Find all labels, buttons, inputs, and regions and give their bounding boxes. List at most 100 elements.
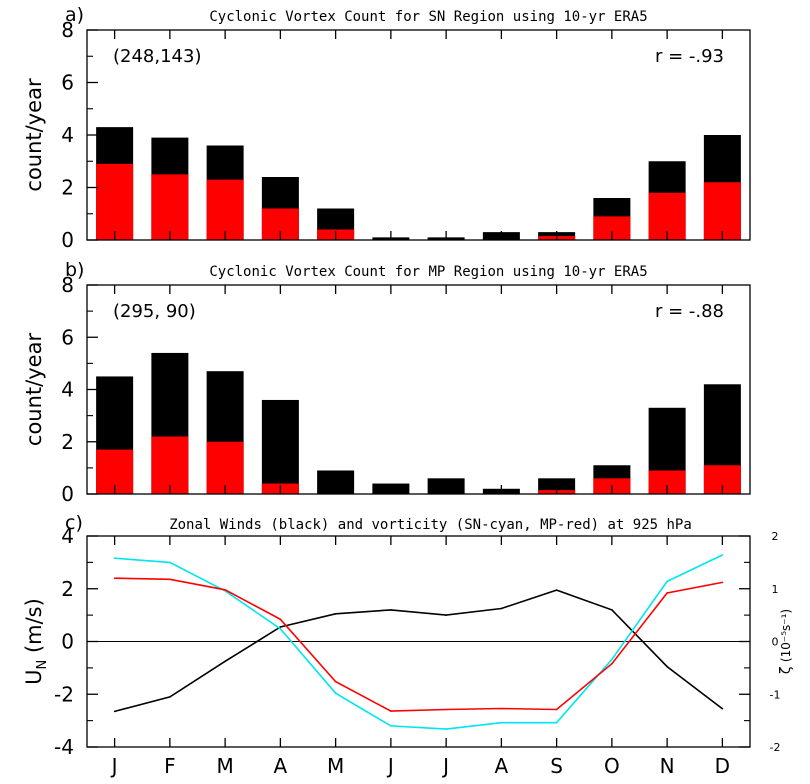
panel-b-y-tick-label: 2	[61, 430, 74, 454]
panel-b-bar-subset	[151, 436, 189, 494]
panel-c-y-tick-label: 2	[61, 577, 74, 601]
panel-c-y-axis-label-sub: N	[35, 660, 50, 670]
panel-c-y2-axis-label: ζ (10⁻⁵s⁻¹)	[778, 609, 794, 674]
panel-a-bar-subset	[151, 174, 189, 240]
panel-c-point-sn-vorticity	[500, 721, 503, 724]
panel-c-point-sn-vorticity	[334, 692, 337, 694]
panel-c-y2-axis-label-symbol: ζ	[778, 662, 794, 674]
panel-a-y-tick-label: 6	[61, 71, 74, 95]
panel-c-point-sn-vorticity	[611, 658, 613, 661]
panel-c-point-mp-vorticity	[169, 578, 171, 581]
panel-c-zonal-winds-vorticity: -4 -2 0 2 4 -2 -1 0 1 2 J F M A M J J A S O N Dc) Zonal Winds …	[22, 512, 794, 778]
panel-c-point-zonal-winds	[666, 665, 668, 668]
panel-c-point-zonal-winds	[279, 626, 282, 628]
panel-c-series-mp-vorticity	[114, 577, 723, 712]
panel-a-y-tick-label: 8	[61, 18, 74, 42]
panel-c-point-mp-vorticity	[113, 577, 116, 579]
panel-b-count-annotation: (295, 90)	[113, 301, 196, 322]
panel-c-point-sn-vorticity	[390, 725, 392, 727]
panel-c-y2-tick-label: -1	[770, 688, 781, 701]
panel-c-y2-tick-label: 2	[772, 530, 779, 543]
panel-c-x-tick-label: O	[604, 754, 620, 778]
panel-c-series-sn-vorticity	[114, 554, 723, 730]
panel-c-point-zonal-winds	[390, 609, 392, 611]
panel-a-bar-subset	[703, 182, 741, 240]
panel-c-point-mp-vorticity	[279, 618, 282, 621]
panel-c-point-mp-vorticity	[721, 581, 724, 584]
panel-a-count-annotation: (248,143)	[113, 46, 201, 67]
panel-c-x-tick-label: F	[164, 754, 176, 778]
panel-c-y-tick-label: 0	[61, 630, 74, 654]
panel-c-x-tick-label: D	[715, 754, 730, 778]
panel-c-x-tick-label: A	[274, 754, 288, 778]
panel-c-point-sn-vorticity	[666, 580, 668, 583]
panel-c-point-zonal-winds	[721, 707, 724, 710]
panel-b-y-axis-label: count/year	[22, 333, 46, 447]
panel-c-x-tick-label: J	[110, 754, 118, 778]
panel-a-y-tick-label: 0	[61, 228, 74, 252]
panel-c-point-zonal-winds	[113, 710, 116, 713]
panel-c-point-zonal-winds	[224, 660, 226, 663]
panel-c-title: Zonal Winds (black) and vorticity (SN-cy…	[169, 517, 692, 533]
panel-c-y2-tick-label: 1	[772, 583, 779, 596]
panel-a-correlation-annotation: r = -.93	[655, 46, 724, 67]
panel-c-point-zonal-winds	[169, 696, 171, 698]
panel-c-point-mp-vorticity	[334, 680, 337, 683]
panel-b-y-tick-label: 4	[61, 378, 74, 402]
panel-c-point-mp-vorticity	[500, 707, 503, 710]
panel-a-letter: a)	[65, 4, 84, 26]
panel-b-bar-total	[317, 470, 355, 494]
panel-c-y2-tick-label: -2	[770, 741, 781, 754]
panel-c-y2-tick-label: 0	[772, 636, 779, 649]
panel-a-bar-subset	[206, 179, 244, 240]
panel-c-x-tick-label: M	[216, 754, 233, 778]
panel-c-series-zonal-winds	[114, 589, 723, 713]
panel-c-point-zonal-winds	[611, 609, 613, 611]
panel-c-point-sn-vorticity	[169, 561, 171, 564]
panel-b-y-tick-label: 6	[61, 325, 74, 349]
panel-c-x-tick-label: J	[386, 754, 394, 778]
panel-c-y2-axis-label-units: (10⁻⁵s⁻¹)	[779, 609, 793, 662]
panel-b-y-tick-label: 0	[61, 482, 74, 506]
panel-c-point-mp-vorticity	[445, 708, 447, 711]
panel-c-point-sn-vorticity	[445, 728, 447, 730]
panel-c-letter: c)	[65, 512, 83, 534]
panel-c-point-zonal-winds	[500, 607, 503, 610]
panel-c-y-axis-label-units: (m/s)	[22, 598, 46, 660]
panel-c-point-mp-vorticity	[390, 710, 392, 712]
panel-c-x-tick-label: A	[495, 754, 509, 778]
panel-c-x-tick-label: J	[441, 754, 449, 778]
panel-a-y-axis-label: count/year	[22, 78, 46, 192]
panel-a-title: Cyclonic Vortex Count for SN Region usin…	[209, 9, 647, 25]
panel-c-y-tick-label: 4	[61, 524, 74, 548]
panel-c-point-sn-vorticity	[279, 628, 282, 630]
panel-b-mp-vortex-count: 0 2 4 6 8b) Cyclonic Vortex Count for MP Regi…	[22, 259, 751, 506]
panel-b-y-tick-label: 8	[61, 273, 74, 297]
panel-c-x-tick-label: M	[327, 754, 344, 778]
panel-c-y-tick-label: -2	[54, 682, 74, 706]
panel-c-point-mp-vorticity	[224, 589, 226, 591]
panel-c-y-axis-label: UN (m/s)	[22, 598, 50, 685]
panel-b-correlation-annotation: r = -.88	[655, 301, 724, 322]
panel-a-y-tick-label: 2	[61, 176, 74, 200]
panel-a-bar-subset	[593, 216, 631, 240]
panel-c-point-sn-vorticity	[113, 557, 116, 559]
panel-c-y-axis-label-main: U	[22, 669, 46, 684]
panel-b-bar-total	[261, 399, 299, 494]
panel-c-x-tick-label: S	[550, 754, 563, 778]
panel-c-point-mp-vorticity	[666, 592, 668, 594]
panel-a-sn-vortex-count: 0 2 4 6 8a) Cyclonic Vortex Count for SN Regi…	[22, 4, 751, 252]
panel-c-point-zonal-winds	[555, 589, 558, 591]
panel-c-point-sn-vorticity	[721, 554, 724, 556]
panel-c-x-tick-label: N	[660, 754, 675, 778]
panel-b-letter: b)	[65, 259, 84, 281]
panel-a-bar-subset	[96, 163, 134, 240]
panel-c-y-tick-label: -4	[54, 735, 74, 759]
panel-c-point-mp-vorticity	[611, 662, 613, 665]
panel-c-point-zonal-winds	[334, 613, 337, 615]
panel-c-point-zonal-winds	[445, 614, 447, 616]
panel-c-point-mp-vorticity	[555, 708, 558, 711]
panel-b-title: Cyclonic Vortex Count for MP Region usin…	[209, 264, 647, 280]
panel-b-bar-subset	[648, 470, 686, 494]
